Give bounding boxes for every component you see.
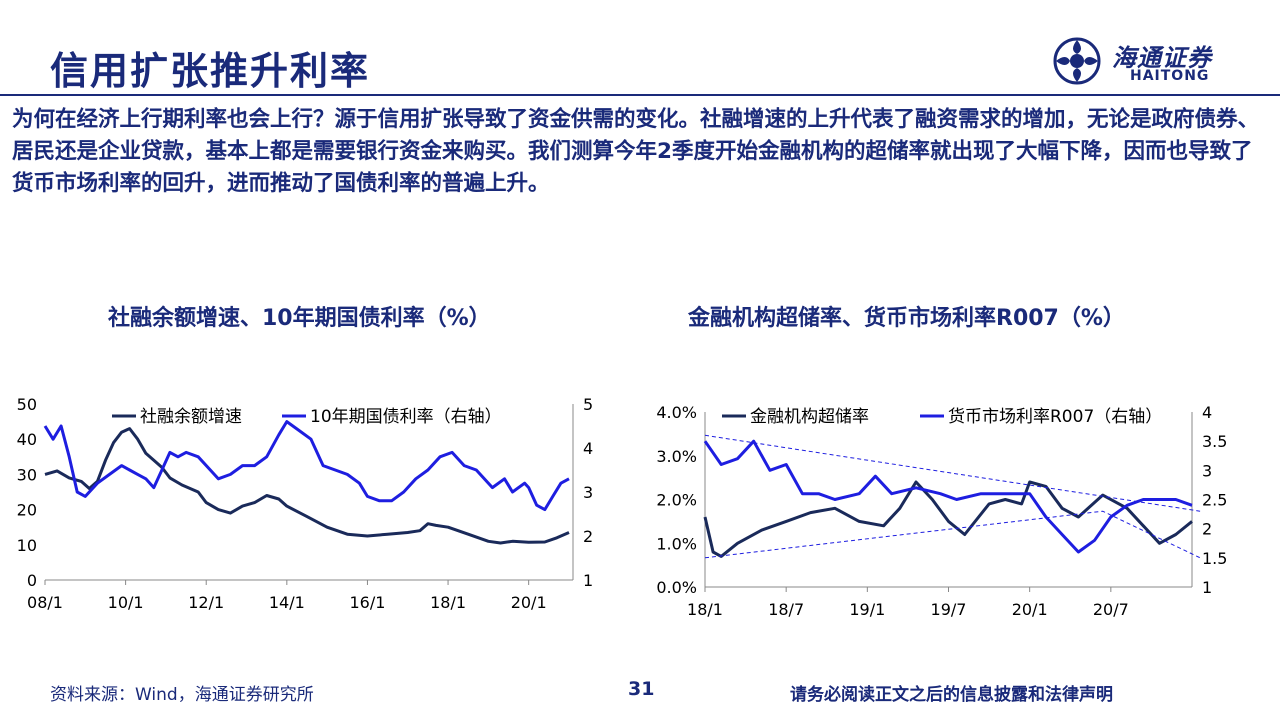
y-tick-label-right: 2.5 bbox=[1202, 491, 1227, 510]
y-tick-label-left: 30 bbox=[17, 465, 37, 484]
legend-label: 10年期国债利率（右轴） bbox=[310, 407, 502, 427]
page-number: 31 bbox=[628, 678, 655, 700]
chart-title-left: 社融余额增速、10年期国债利率（%） bbox=[108, 306, 491, 331]
series-line-1 bbox=[43, 420, 570, 512]
chart-credit-growth-bond-yield: 0 10 20 30 40 50 1 2 3 4 5 08/1 10/1 12/1 14/1 16/1 18/1… bbox=[17, 395, 594, 612]
y-tick-label-right: 1 bbox=[1202, 578, 1212, 597]
footer-source: 资料来源：Wind，海通证券研究所 bbox=[50, 685, 314, 705]
x-tick-label: 20/1 bbox=[511, 593, 547, 612]
y-tick-label-right: 4 bbox=[583, 439, 593, 458]
x-tick-label: 19/7 bbox=[931, 600, 967, 619]
x-tick-label: 20/7 bbox=[1093, 600, 1129, 619]
trend-line-dashed bbox=[704, 510, 1201, 559]
logo-english-text: HAITONG bbox=[1130, 68, 1210, 84]
x-tick-label: 08/1 bbox=[27, 593, 63, 612]
chart-title-right: 金融机构超储率、货币市场利率R007（%） bbox=[688, 306, 1125, 331]
x-tick-label: 19/1 bbox=[849, 600, 885, 619]
x-tick-label: 18/1 bbox=[687, 600, 723, 619]
x-tick-label: 18/1 bbox=[430, 593, 466, 612]
y-tick-label-left: 20 bbox=[17, 501, 37, 520]
y-tick-label-right: 3.5 bbox=[1202, 432, 1227, 451]
series-line-0 bbox=[44, 427, 570, 545]
y-tick-label-right: 3 bbox=[1202, 461, 1212, 480]
chart-excess-reserve-r007: 0.0% 1.0% 2.0% 3.0% 4.0% 1 1.5 2 2.5 3 3.5 4 18/1 18/… bbox=[656, 403, 1227, 619]
y-tick-label-left: 2.0% bbox=[656, 491, 697, 510]
y-tick-label-right: 1 bbox=[583, 571, 593, 590]
y-tick-label-right: 2 bbox=[1202, 520, 1212, 539]
trend-line-dashed bbox=[704, 434, 1201, 512]
body-paragraph: 为何在经济上行期利率也会上行？源于信用扩张导致了资金供需的变化。社融增速的上升代… bbox=[12, 107, 1260, 196]
x-tick-label: 18/7 bbox=[768, 600, 804, 619]
series-line-1 bbox=[703, 439, 1193, 554]
y-tick-label-left: 3.0% bbox=[656, 447, 697, 466]
series-line-0 bbox=[703, 480, 1193, 558]
y-tick-label-left: 4.0% bbox=[656, 403, 697, 422]
y-tick-label-right: 2 bbox=[583, 527, 593, 546]
company-logo: 海通证券 HAITONG bbox=[1052, 36, 1242, 86]
y-tick-label-left: 50 bbox=[17, 395, 37, 414]
x-tick-label: 14/1 bbox=[269, 593, 305, 612]
page-title: 信用扩张推升利率 bbox=[50, 49, 371, 93]
legend-label: 货币市场利率R007（右轴） bbox=[948, 407, 1162, 427]
x-tick-label: 20/1 bbox=[1012, 600, 1048, 619]
y-tick-label-right: 1.5 bbox=[1202, 549, 1227, 568]
y-tick-label-left: 0 bbox=[27, 571, 37, 590]
haitong-logo-icon bbox=[1053, 37, 1101, 85]
y-tick-label-left: 0.0% bbox=[656, 578, 697, 597]
x-tick-label: 12/1 bbox=[188, 593, 224, 612]
legend-label: 社融余额增速 bbox=[140, 407, 242, 427]
y-tick-label-left: 1.0% bbox=[656, 534, 697, 553]
y-tick-label-right: 5 bbox=[583, 395, 593, 414]
y-tick-label-right: 3 bbox=[583, 483, 593, 502]
x-tick-label: 10/1 bbox=[108, 593, 144, 612]
legend-label: 金融机构超储率 bbox=[750, 407, 869, 427]
x-tick-label: 16/1 bbox=[349, 593, 385, 612]
y-tick-label-left: 40 bbox=[17, 430, 37, 449]
y-tick-label-left: 10 bbox=[17, 536, 37, 555]
y-tick-label-right: 4 bbox=[1202, 403, 1212, 422]
title-divider bbox=[0, 94, 1280, 96]
footer-disclaimer: 请务必阅读正文之后的信息披露和法律声明 bbox=[790, 685, 1113, 705]
logo-chinese-text: 海通证券 bbox=[1112, 44, 1212, 72]
